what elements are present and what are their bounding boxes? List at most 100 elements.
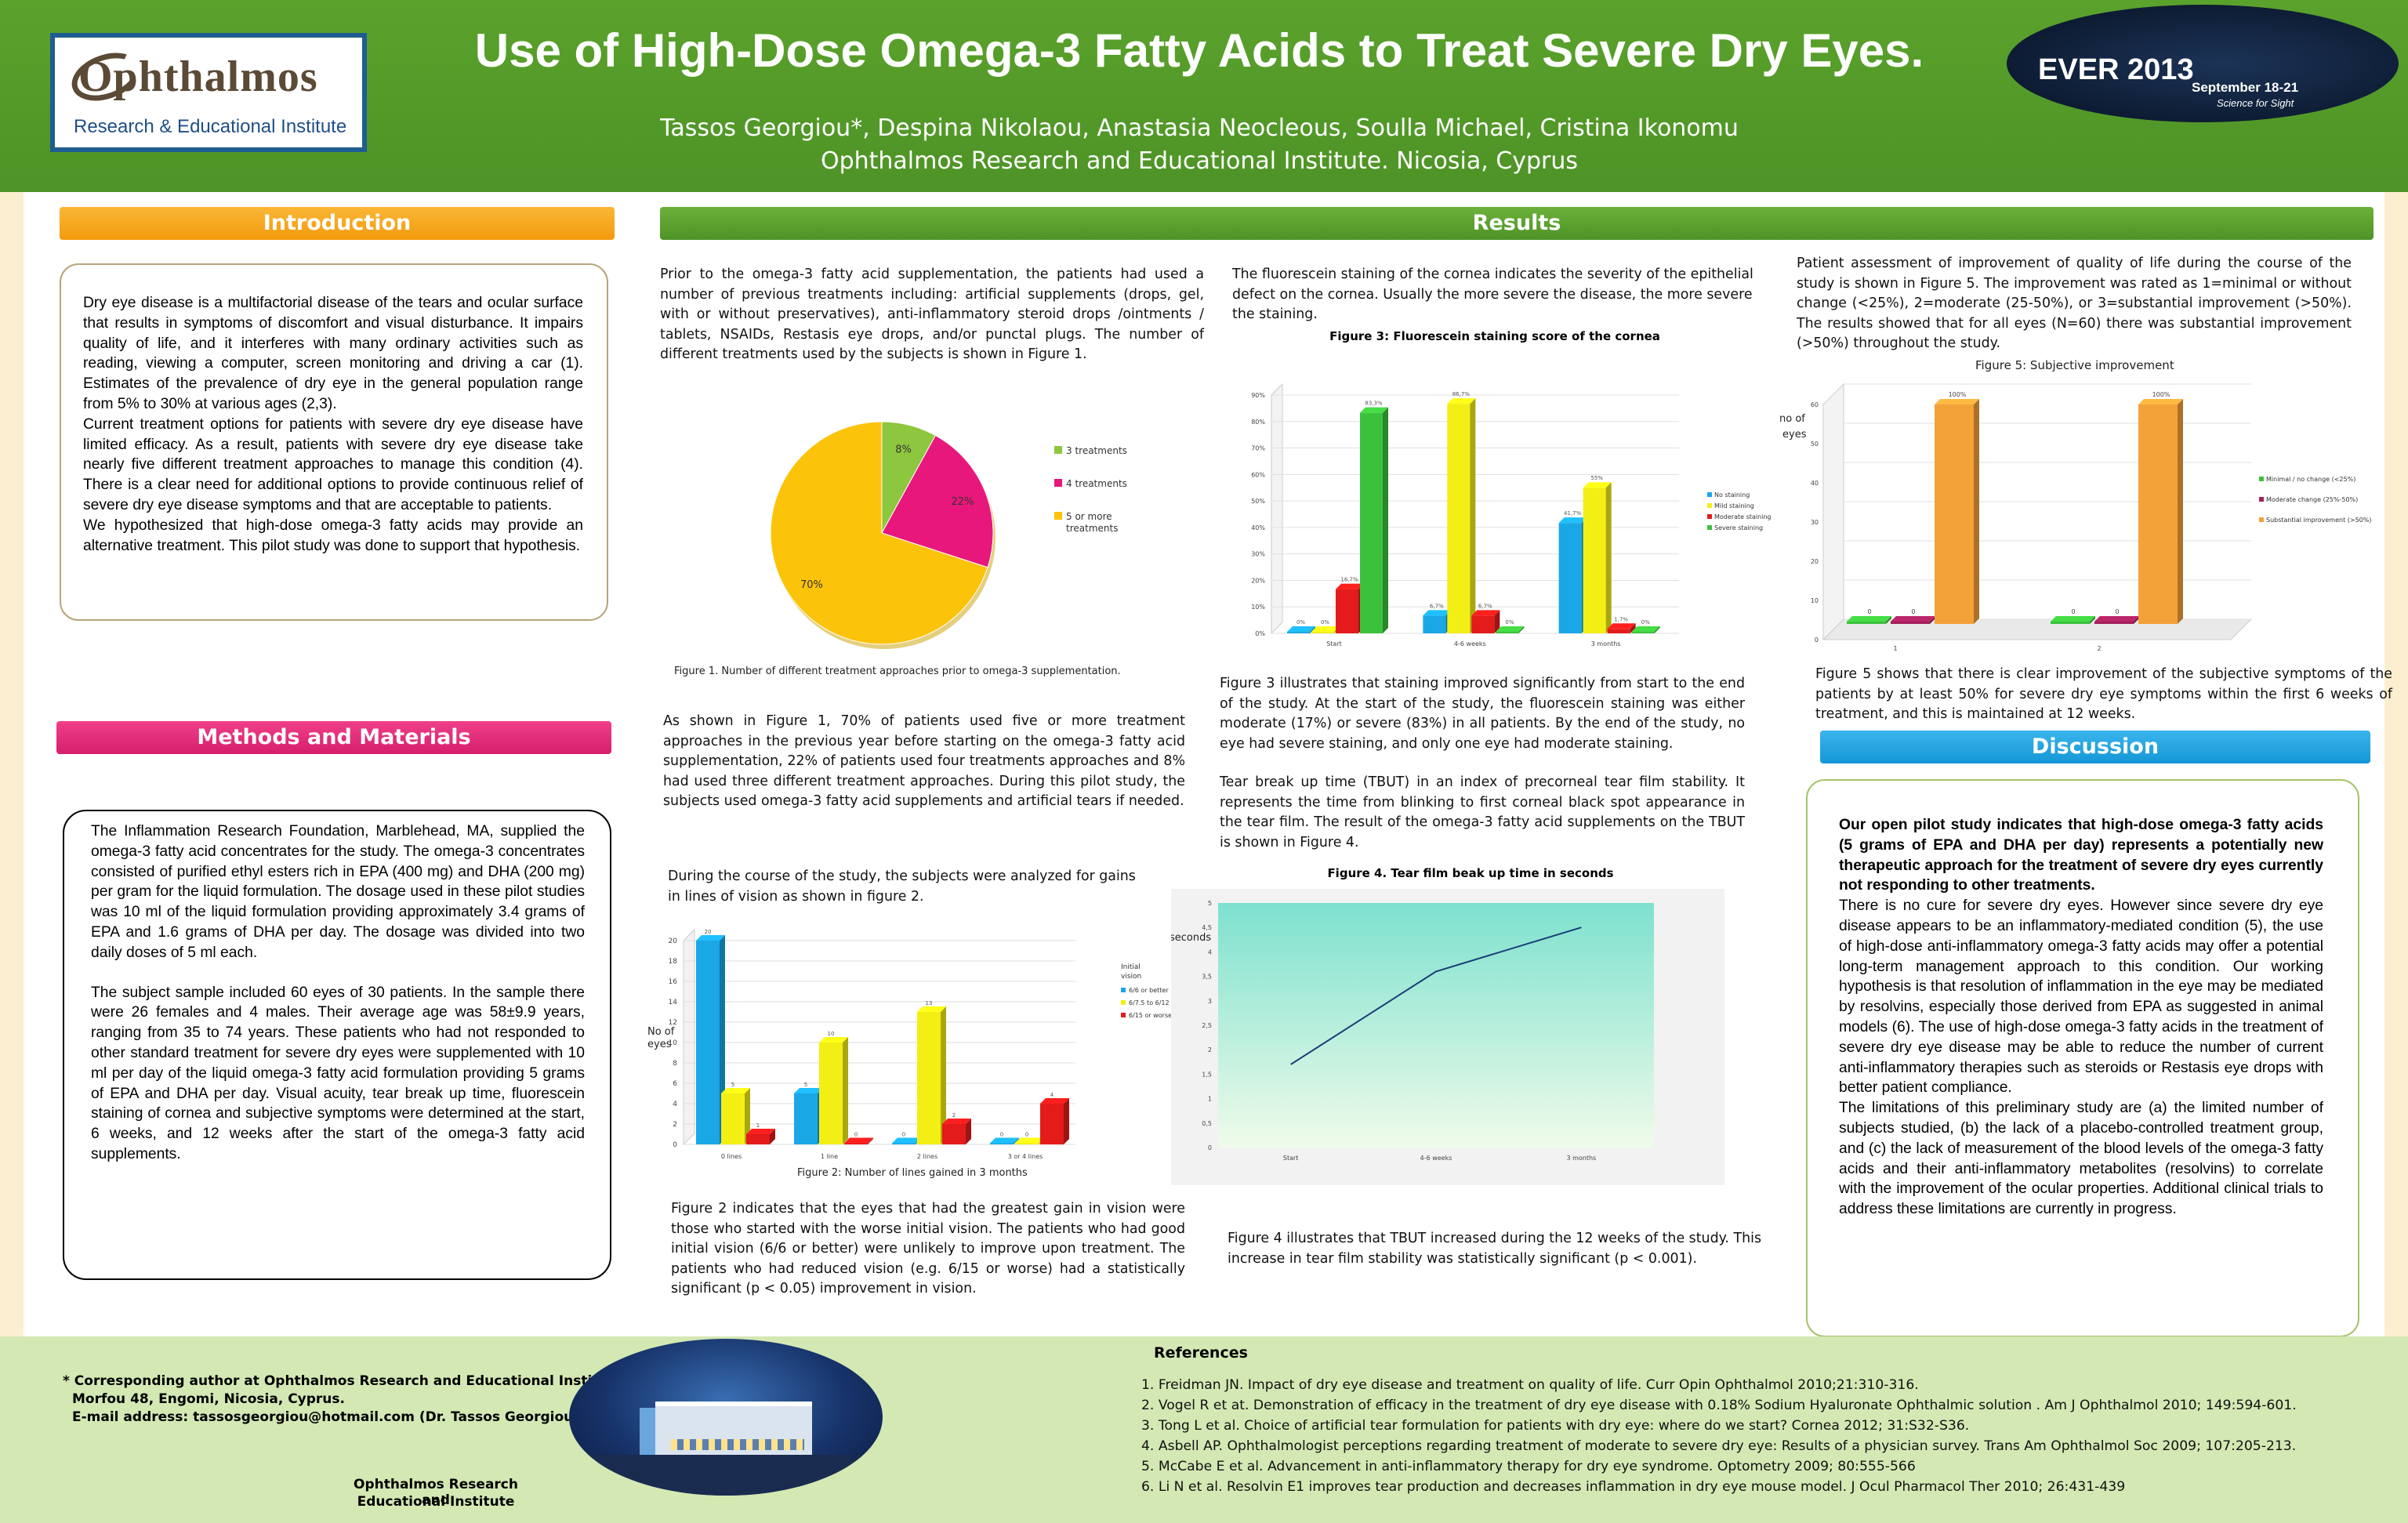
figure-4-line-chart: 0 0,5 1 1,5 2 2,5 3 3,5 4 4,5 5 seconds Start 4-6 wee… (1171, 889, 1724, 1185)
bar-side (966, 1119, 971, 1144)
bar-top (2051, 616, 2095, 622)
discussion-header: Discussion (1820, 731, 2370, 763)
methods-para-1: The Inflammation Research Foundation, Ma… (91, 823, 585, 961)
bar-top (1447, 398, 1476, 404)
y-tick-label: 40 (1811, 480, 1819, 487)
legend-label: No staining (1714, 491, 1750, 499)
reference-3: 3. Tong L et al. Choice of artificial te… (1141, 1418, 1970, 1434)
y-tick-label: 40% (1251, 524, 1265, 531)
bar (1311, 632, 1334, 633)
paragraph-spacer (91, 963, 585, 983)
bar-side (2178, 399, 2183, 624)
corresponding-author-line-3: E-mail address: tassosgeorgiou@hotmail.c… (72, 1409, 580, 1425)
poster-footer (0, 1336, 2408, 1523)
bar-value-label: 16,7% (1340, 577, 1358, 583)
y-tick-label: 50 (1811, 441, 1819, 448)
bar (1935, 404, 1974, 624)
bar-value-label: 0 (902, 1132, 905, 1138)
reference-5: 5. McCabe E et al. Advancement in anti-i… (1141, 1459, 1916, 1474)
bar-side (1383, 407, 1388, 633)
legend-swatch (1054, 446, 1062, 454)
institute-building-photo (569, 1339, 883, 1496)
building-lights (671, 1439, 804, 1450)
bar-value-label: 100% (1949, 391, 1967, 398)
legend-label: 6/15 or worse (1129, 1012, 1172, 1019)
legend-label: 6/7.5 to 6/12 (1129, 999, 1170, 1006)
y-tick-label: 0 (673, 1141, 677, 1149)
bar-value-label: 6,7% (1478, 603, 1492, 609)
bar-top (1423, 610, 1452, 616)
bar (2138, 404, 2178, 624)
bar-top (1935, 399, 1979, 404)
bar-value-label: 13 (926, 1000, 933, 1006)
y-tick-label: 4,5 (1202, 924, 1212, 931)
bar-value-label: 86,7% (1452, 391, 1471, 397)
y-tick-label: 1 (1208, 1096, 1212, 1103)
bar-value-label: 0 (854, 1132, 858, 1138)
bar-value-label: 0% (1296, 619, 1305, 626)
bar-side (1494, 610, 1500, 633)
legend-swatch (2259, 517, 2264, 522)
bar-value-label: 10 (828, 1031, 835, 1037)
logo-name: Ophthalmos (78, 53, 318, 101)
y-tick-label: 10 (1811, 597, 1819, 604)
bar-side (1518, 626, 1525, 633)
legend-title: Initial (1121, 963, 1141, 971)
bar-value-label: 0 (1025, 1132, 1028, 1138)
bar-side (868, 1137, 873, 1144)
x-tick-label: 2 lines (917, 1153, 937, 1160)
bar-value-label: 20 (705, 929, 712, 935)
y-tick-label: 18 (669, 958, 678, 966)
introduction-para-1: Dry eye disease is a multifactorial dise… (83, 295, 583, 412)
legend-label: 3 treatments (1066, 445, 1127, 456)
bar-top (2138, 399, 2183, 404)
legend-swatch (1121, 1000, 1126, 1005)
bar (1447, 404, 1471, 633)
y-tick-label: 90% (1251, 392, 1265, 399)
bar-top (819, 1037, 848, 1043)
bar (844, 1143, 868, 1144)
references-title: References (1154, 1344, 1248, 1362)
bar (942, 1124, 966, 1144)
bar-side (2090, 616, 2095, 624)
bar-top (2094, 616, 2139, 622)
x-tick-label: 1 (1893, 645, 1897, 652)
y-tick-label: 30% (1251, 551, 1265, 558)
reference-1: 1. Freidman JN. Impact of dry eye diseas… (1141, 1377, 1919, 1393)
y-tick-label: 50% (1251, 498, 1265, 505)
legend-swatch (1054, 512, 1062, 520)
bar-side (1654, 626, 1660, 633)
bar-value-label: 0 (2071, 608, 2075, 615)
figure-1-caption: Figure 1. Number of different treatment … (674, 665, 1121, 677)
pie-slice-label: 8% (895, 444, 912, 456)
bar-side (1310, 626, 1315, 633)
poster-header: Ophthalmos Research & Educational Instit… (0, 0, 2408, 192)
bar-value-label: 1,7% (1614, 616, 1628, 622)
methods-para-2: The subject sample included 60 eyes of 3… (91, 984, 585, 1162)
y-axis-label: seconds (1171, 932, 1211, 944)
figure-5-title: Figure 5: Subjective improvement (1975, 358, 2174, 372)
results-col1-para-2: As shown in Figure 1, 70% of patients us… (663, 713, 1185, 809)
y-tick-label: 0 (1815, 636, 1819, 644)
legend-swatch (1121, 1013, 1126, 1017)
results-col2-para-3: Tear break up time (TBUT) in an index of… (1220, 774, 1745, 850)
bar (1631, 632, 1655, 633)
results-col2-para-4: Figure 4 illustrates that TBUT increased… (1228, 1231, 1762, 1267)
bar-side (745, 1088, 750, 1144)
x-tick-label: 0 lines (721, 1153, 742, 1160)
y-tick-label: 6 (673, 1080, 677, 1088)
y-axis-label: eyes (647, 1039, 672, 1050)
bar (1891, 622, 1930, 624)
results-col1-para-3: During the course of the study, the subj… (668, 868, 1136, 905)
x-tick-label: 4-6 weeks (1454, 640, 1486, 647)
x-tick-label: 1 line (821, 1153, 838, 1160)
bar-value-label: 0 (1867, 608, 1871, 615)
bar-top (942, 1119, 971, 1124)
affiliation-line: Ophthalmos Research and Educational Inst… (820, 147, 1579, 175)
event-dates: September 18-21 (2192, 80, 2299, 95)
bar-value-label: 0 (2115, 608, 2119, 615)
y-tick-label: 8 (673, 1060, 677, 1068)
bar-top (892, 1137, 921, 1144)
legend-label: 6/6 or better (1129, 987, 1169, 994)
bar (1847, 622, 1886, 624)
